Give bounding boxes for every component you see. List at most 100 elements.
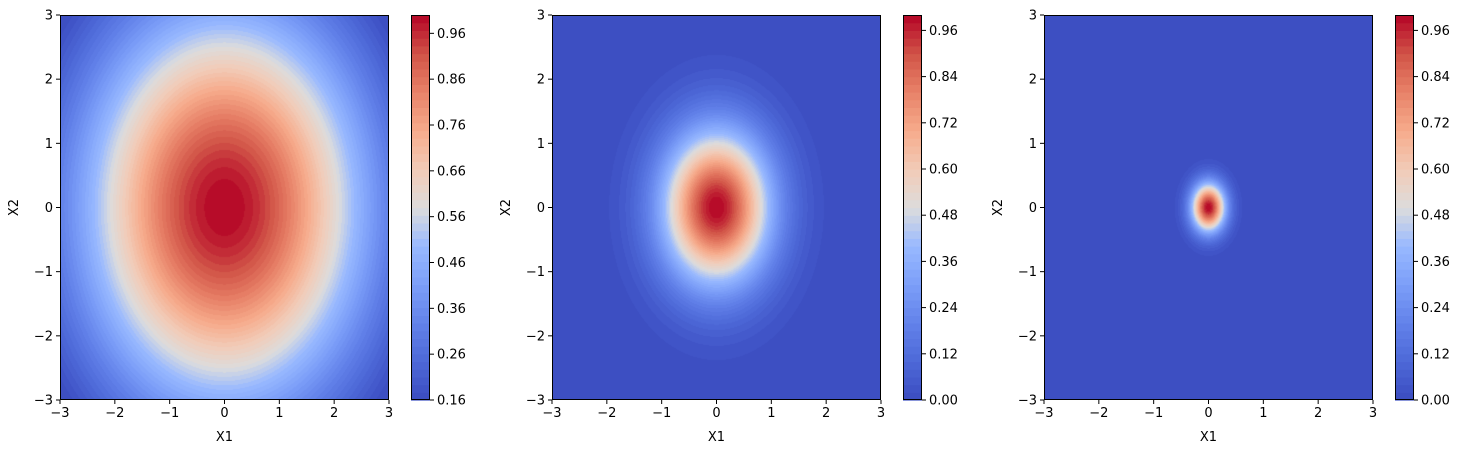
colorbar-level [1395,292,1414,301]
colorbar-tick-label: 0.36 [437,302,466,317]
colorbar-level [1395,207,1414,216]
colorbar-level [903,376,922,386]
x-axis-label: X1 [1200,430,1217,445]
x-tick-label: 3 [1369,406,1377,421]
plot-frame [60,15,389,400]
colorbar-level [903,330,922,339]
colorbar-level [903,261,922,270]
colorbar-level [903,115,922,124]
colorbar-tick-label: 0.86 [437,73,466,88]
colorbar-level [411,261,430,270]
colorbar-level [411,323,430,332]
colorbar-level [903,30,922,39]
colorbar-level [903,84,922,93]
colorbar-level [1395,238,1414,247]
colorbar-level [411,361,430,370]
colorbar-level [903,138,922,147]
colorbar-tick-label: 0.24 [929,301,958,316]
colorbar-level [903,130,922,139]
colorbar-level [411,84,430,93]
x-axis-label: X1 [216,430,233,445]
x-tick-label: −2 [1089,406,1108,421]
colorbar-level [1395,261,1414,270]
x-tick-label: −3 [1034,406,1053,421]
colorbar-level [1395,307,1414,316]
colorbar-level [411,215,430,224]
y-tick-label: 3 [1029,9,1037,24]
colorbar-level [411,346,430,355]
colorbar-level [903,346,922,355]
colorbar-tick-label: 0.84 [929,70,958,85]
y-tick-label: 3 [45,9,53,24]
colorbar-level [903,68,922,78]
colorbar-level [1395,30,1414,39]
colorbar-level [903,253,922,262]
x-tick-label: −1 [652,406,671,421]
colorbar-level [411,299,430,309]
colorbar-level [1395,323,1414,332]
y-tick-label: 2 [537,73,545,88]
y-tick-label: −3 [1018,394,1037,409]
colorbar-level [411,369,430,378]
colorbar-level [1395,68,1414,78]
colorbar-level [903,161,922,170]
colorbar-level [1395,38,1414,47]
colorbar-level [411,107,430,116]
colorbar-level [411,292,430,301]
colorbar-level [1395,176,1414,185]
colorbar-level [903,176,922,185]
colorbar-level [903,284,922,293]
colorbar-level [411,92,430,101]
colorbar-level [1395,53,1414,62]
colorbar-level [1395,376,1414,386]
y-tick-label: 2 [1029,73,1037,88]
colorbar-level [411,68,430,78]
colorbar-level [411,207,430,216]
colorbar-level [903,384,922,393]
colorbar-level [903,61,922,70]
colorbar-level [1395,138,1414,147]
y-tick-label: 0 [1029,201,1037,216]
colorbar-tick-label: 0.26 [437,348,466,363]
colorbar-tick-label: 0.00 [929,394,958,409]
colorbar-level [411,184,430,193]
colorbar-level [1395,284,1414,293]
x-tick-label: −3 [542,406,561,421]
colorbar-level [411,276,430,286]
colorbar-level [903,192,922,201]
heatmap-surface [1044,15,1373,400]
colorbar-tick-label: 0.66 [437,164,466,179]
colorbar-tick-label: 0.12 [1421,347,1450,362]
y-tick-label: 0 [537,201,545,216]
colorbar-level [1395,92,1414,101]
colorbar-level [903,153,922,162]
colorbar-level [1395,153,1414,162]
x-tick-label: 1 [275,406,283,421]
x-tick-label: 2 [330,406,338,421]
colorbar-level [1395,115,1414,124]
colorbar-level [903,76,922,85]
colorbar-level [1395,361,1414,370]
colorbar-level [903,169,922,178]
colorbar-level [411,76,430,85]
colorbar-level [903,315,922,324]
colorbar-level [903,45,922,55]
colorbar-frame [903,15,922,400]
y-tick-label: −2 [526,329,545,344]
colorbar-level [1395,315,1414,324]
y-tick-label: 1 [45,137,53,152]
colorbar-level [411,199,430,209]
x-tick-label: −3 [50,406,69,421]
colorbar-level [1395,130,1414,139]
x-tick-label: 2 [822,406,830,421]
colorbar-level [903,246,922,255]
colorbar-level [411,253,430,262]
colorbar-level [1395,338,1414,347]
x-tick-label: 1 [767,406,775,421]
colorbar-level [1395,353,1414,363]
colorbar-level [1395,122,1414,132]
colorbar-level [411,192,430,201]
colorbar-level [1395,276,1414,286]
colorbar-level [1395,45,1414,55]
colorbar-tick-label: 0.84 [1421,70,1450,85]
